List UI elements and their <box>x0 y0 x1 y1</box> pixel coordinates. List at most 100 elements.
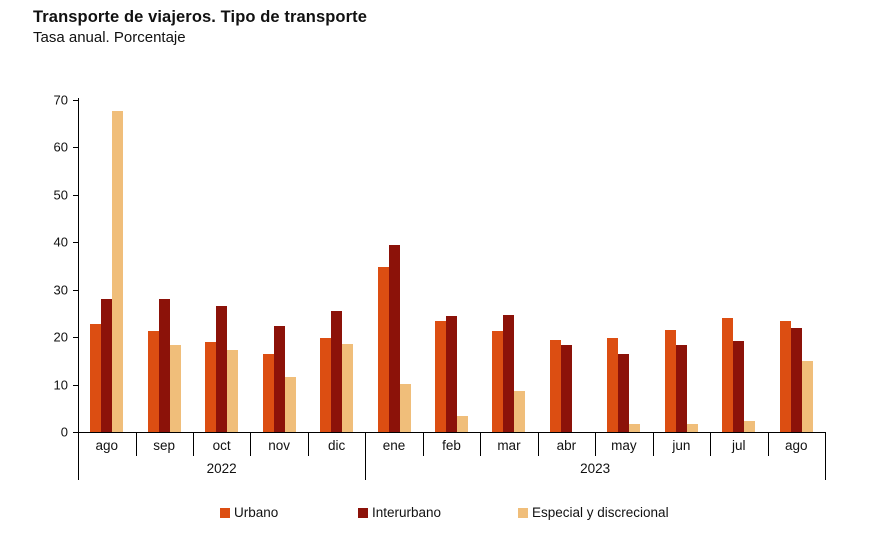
month-separator-tick <box>250 432 252 456</box>
y-tick-label: 20 <box>53 329 68 345</box>
y-tick-label: 70 <box>53 92 68 108</box>
month-separator-tick <box>192 432 194 456</box>
month-separator-tick <box>595 432 597 456</box>
bar-especial-y-discrecional <box>399 384 411 432</box>
bar-group-feb-6 <box>423 100 480 432</box>
y-tick-label: 30 <box>53 282 68 298</box>
x-axis-label-may-9: may <box>611 438 637 453</box>
bar-urbano <box>434 321 446 432</box>
legend-label-interurbano: Interurbano <box>372 505 442 520</box>
bar-especial-y-discrecional <box>284 377 296 432</box>
year-bracket-line <box>78 432 79 480</box>
chart-subtitle: Tasa anual. Porcentaje <box>33 29 186 46</box>
x-axis-label-oct-2: oct <box>212 438 231 453</box>
bar-interurbano <box>790 327 802 432</box>
bar-interurbano <box>101 298 113 432</box>
legend-swatch-urbano <box>220 507 230 518</box>
bar-urbano <box>492 331 504 432</box>
bar-interurbano <box>733 340 745 432</box>
bar-urbano <box>90 324 102 432</box>
bar-interurbano <box>158 299 170 432</box>
bar-urbano <box>205 341 217 432</box>
x-axis-label-nov-3: nov <box>268 438 290 453</box>
x-axis-label-jun-10: jun <box>672 438 691 453</box>
legend-item-urbano: Urbano <box>220 505 278 520</box>
y-tick-label: 50 <box>53 187 68 203</box>
bar-especial-y-discrecional <box>456 415 468 432</box>
bar-interurbano <box>445 316 457 432</box>
bar-urbano <box>779 320 791 432</box>
bar-group-dic-4 <box>308 100 365 432</box>
bar-urbano <box>320 337 332 432</box>
year-label-2022: 2022 <box>206 461 237 476</box>
bar-interurbano <box>388 244 400 432</box>
bar-urbano <box>607 338 619 432</box>
bar-especial-y-discrecional <box>801 360 813 432</box>
legend-item-interurbano: Interurbano <box>358 505 441 520</box>
year-bracket-line <box>825 432 826 480</box>
y-tick-label: 40 <box>53 234 68 250</box>
bar-group-ago-0 <box>78 100 135 432</box>
y-tick-mark <box>73 242 78 244</box>
x-axis-label-sep-1: sep <box>153 438 176 453</box>
y-tick-mark <box>73 432 78 433</box>
month-separator-tick <box>422 432 424 456</box>
bar-group-mar-7 <box>480 100 537 432</box>
bar-group-abr-8 <box>538 100 595 432</box>
month-separator-tick <box>537 432 539 456</box>
x-axis-label-feb-6: feb <box>442 438 461 453</box>
bar-urbano <box>262 354 274 432</box>
y-tick-mark <box>73 100 78 101</box>
bar-especial-y-discrecional <box>112 111 124 432</box>
legend-label-urbano: Urbano <box>234 505 279 520</box>
x-axis-label-abr-8: abr <box>556 438 577 453</box>
bar-group-may-9 <box>595 100 652 432</box>
x-axis-label-jul-11: jul <box>732 438 746 453</box>
bar-especial-y-discrecional <box>169 344 181 432</box>
x-axis-label-mar-7: mar <box>497 438 521 453</box>
bar-group-ene-5 <box>365 100 422 432</box>
y-tick-label: 10 <box>53 377 68 393</box>
bar-group-sep-1 <box>135 100 192 432</box>
month-separator-tick <box>652 432 654 456</box>
bar-group-ago-12 <box>768 100 825 432</box>
bar-urbano <box>664 330 676 432</box>
legend-swatch-especial-y-discrecional <box>518 507 528 518</box>
legend-swatch-interurbano <box>358 507 368 518</box>
chart-title: Transporte de viajeros. Tipo de transpor… <box>33 8 367 26</box>
x-axis-label-ago-0: ago <box>95 438 118 453</box>
month-separator-tick <box>767 432 769 456</box>
year-label-2023: 2023 <box>580 461 611 476</box>
bar-interurbano <box>273 325 285 432</box>
y-tick-label: 60 <box>53 139 68 155</box>
x-axis-label-ene-5: ene <box>382 438 406 453</box>
month-separator-tick <box>710 432 712 456</box>
x-axis-label-dic-4: dic <box>327 438 346 453</box>
y-tick-mark <box>73 384 78 386</box>
y-axis-line <box>78 98 79 432</box>
legend-label-especial-y-discrecional: Especial y discrecional <box>532 505 669 520</box>
y-tick-mark <box>73 147 78 149</box>
bar-especial-y-discrecional <box>744 421 756 432</box>
bar-interurbano <box>331 310 343 432</box>
bar-group-jul-11 <box>710 100 767 432</box>
bar-especial-y-discrecional <box>686 423 698 432</box>
y-tick-label: 0 <box>60 424 68 440</box>
y-tick-mark <box>73 337 78 339</box>
month-separator-tick <box>307 432 309 456</box>
bar-urbano <box>549 339 561 432</box>
legend-item-especial-y-discrecional: Especial y discrecional <box>518 505 669 520</box>
bar-especial-y-discrecional <box>629 423 641 432</box>
bar-urbano <box>377 266 389 432</box>
bar-interurbano <box>216 306 228 432</box>
x-axis-label-ago-12: ago <box>784 438 808 453</box>
bar-especial-y-discrecional <box>227 350 239 432</box>
bar-group-oct-2 <box>193 100 250 432</box>
year-bracket-line <box>365 432 367 480</box>
bar-interurbano <box>503 315 515 432</box>
y-tick-mark <box>73 194 78 196</box>
bar-especial-y-discrecional <box>514 390 526 432</box>
month-separator-tick <box>480 432 482 456</box>
bar-urbano <box>147 330 159 432</box>
